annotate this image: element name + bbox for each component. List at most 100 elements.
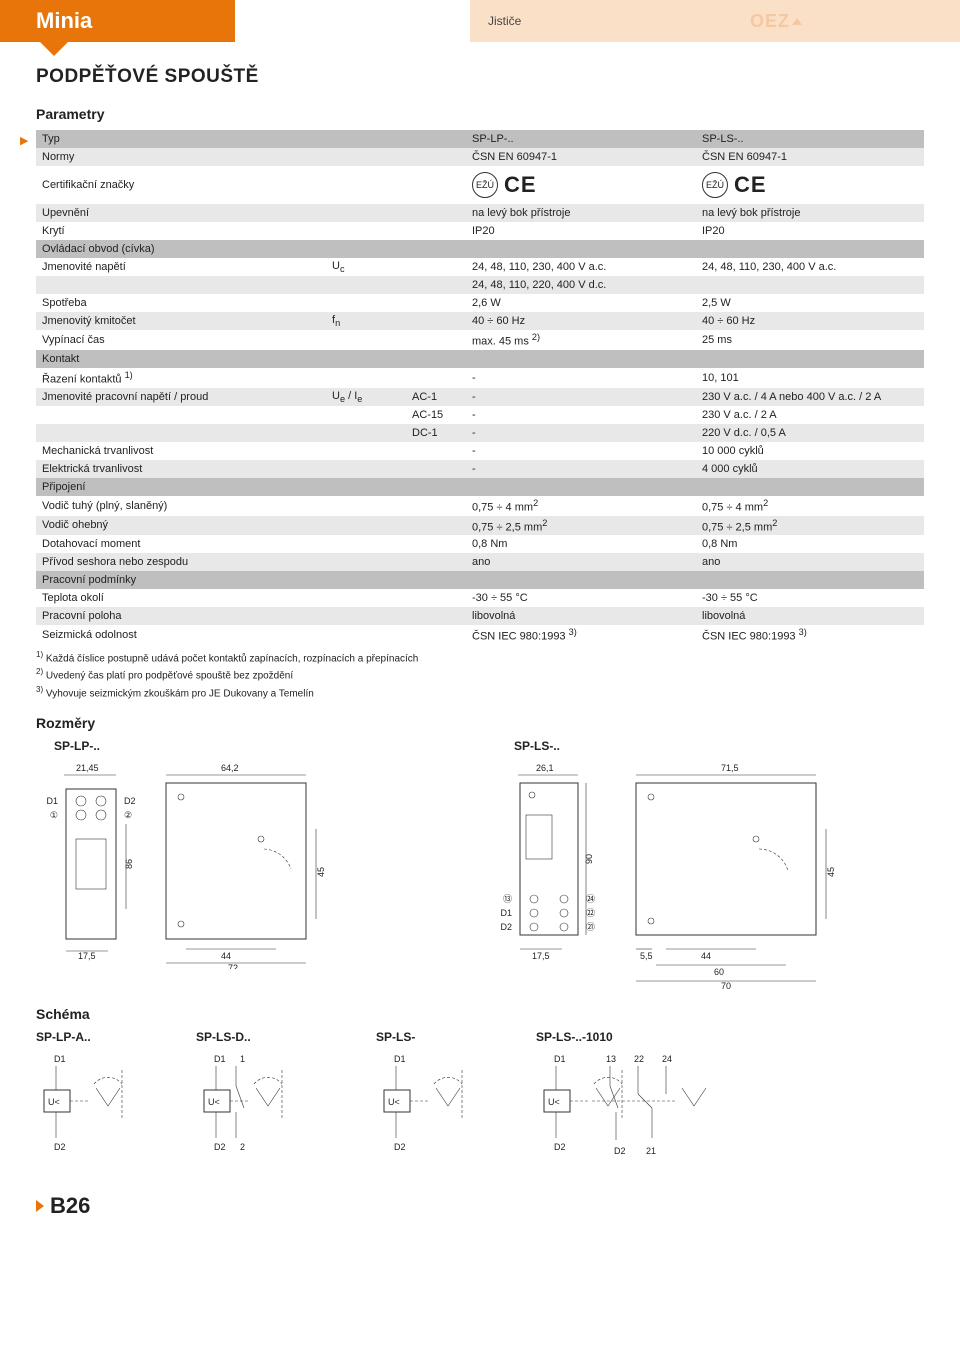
table-cell (326, 166, 406, 204)
table-cell (406, 516, 466, 536)
term-text: ⑬ (503, 894, 512, 904)
table-cell (406, 571, 466, 589)
term-text: D2 (500, 922, 512, 932)
table-cell: AC-15 (406, 406, 466, 424)
table-cell: 0,75 ÷ 2,5 mm2 (466, 516, 696, 536)
svg-text:1: 1 (240, 1054, 245, 1064)
table-cell: SP-LS-.. (696, 130, 924, 148)
table-cell: 24, 48, 110, 220, 400 V d.c. (466, 276, 696, 294)
table-cell: Spotřeba (36, 294, 326, 312)
svg-text:U<: U< (388, 1097, 400, 1107)
table-row: Pracovní podmínky (36, 571, 924, 589)
dim-text: 17,5 (78, 951, 96, 961)
table-cell: - (466, 460, 696, 478)
dim-text: 5,5 (640, 951, 653, 961)
table-cell (36, 276, 326, 294)
table-cell: ČSN EN 60947-1 (696, 148, 924, 166)
table-cell: 4 000 cyklů (696, 460, 924, 478)
table-cell: - (466, 442, 696, 460)
svg-text:13: 13 (606, 1054, 616, 1064)
svg-text:24: 24 (662, 1054, 672, 1064)
svg-text:U<: U< (548, 1097, 560, 1107)
cert-marks: EŽÚCE (472, 172, 537, 198)
table-cell: 0,8 Nm (466, 535, 696, 553)
table-cell: na levý bok přístroje (696, 204, 924, 222)
table-cell (326, 607, 406, 625)
parameters-table: TypSP-LP-..SP-LS-..NormyČSN EN 60947-1ČS… (36, 130, 924, 645)
table-cell (696, 240, 924, 258)
dim-spls-label: SP-LS-.. (514, 739, 856, 753)
table-row: Spotřeba2,6 W2,5 W (36, 294, 924, 312)
svg-text:D2: D2 (394, 1142, 406, 1152)
table-cell: 0,75 ÷ 2,5 mm2 (696, 516, 924, 536)
dim-spls: SP-LS-.. 26,1 90 ⑬ ㉔ D1 ㉒ D2 ㉑ 17,5 (496, 739, 856, 992)
table-cell (406, 240, 466, 258)
term-text: ㉑ (586, 922, 595, 932)
table-cell (326, 130, 406, 148)
table-cell: - (466, 368, 696, 388)
table-cell: Normy (36, 148, 326, 166)
table-row: Řazení kontaktů 1)-10, 101 (36, 368, 924, 388)
header-category: Minia (0, 0, 235, 42)
term-text: ① (50, 810, 58, 820)
table-row: DC-1-220 V d.c. / 0,5 A (36, 424, 924, 442)
cert-marks: EŽÚCE (702, 172, 767, 198)
table-cell (406, 350, 466, 368)
header-spacer (235, 0, 470, 42)
table-row: Jmenovité napětíUc24, 48, 110, 230, 400 … (36, 258, 924, 276)
table-cell: DC-1 (406, 424, 466, 442)
table-cell: 230 V a.c. / 2 A (696, 406, 924, 424)
table-cell (406, 442, 466, 460)
table-cell (466, 350, 696, 368)
dim-text: 26,1 (536, 763, 554, 773)
dim-text: 44 (701, 951, 711, 961)
footnote: 1) Každá číslice postupně udává počet ko… (36, 649, 924, 666)
table-cell: - (466, 424, 696, 442)
table-cell: fn (326, 312, 406, 330)
table-cell (326, 516, 406, 536)
table-cell: libovolná (696, 607, 924, 625)
table-cell (36, 424, 326, 442)
table-cell: -30 ÷ 55 °C (466, 589, 696, 607)
header-bar: Minia Jističe OEZ (0, 0, 960, 42)
table-cell (696, 276, 924, 294)
table-row: Připojení (36, 478, 924, 496)
table-cell: ČSN IEC 980:1993 3) (696, 625, 924, 645)
table-cell (326, 625, 406, 645)
table-cell: Připojení (36, 478, 326, 496)
table-cell (406, 204, 466, 222)
svg-text:D1: D1 (554, 1054, 566, 1064)
svg-text:21: 21 (646, 1146, 656, 1156)
table-cell (326, 571, 406, 589)
table-cell (406, 312, 466, 330)
page-triangle-icon (36, 1200, 44, 1212)
table-cell: Uc (326, 258, 406, 276)
table-cell (406, 294, 466, 312)
table-cell (326, 553, 406, 571)
schema-item: SP-LS-D1U<D2 (376, 1030, 496, 1163)
brand-triangle-icon (792, 18, 802, 25)
esc-mark-icon: EŽÚ (702, 172, 728, 198)
schema-item: SP-LS-..-1010D1U<D2132224D221 (536, 1030, 716, 1163)
table-cell: AC-1 (406, 388, 466, 406)
svg-text:D2: D2 (54, 1142, 66, 1152)
table-cell: Ue / Ie (326, 388, 406, 406)
table-cell: - (466, 406, 696, 424)
footnotes: 1) Každá číslice postupně udává počet ko… (36, 649, 924, 701)
table-cell: SP-LP-.. (466, 130, 696, 148)
table-cell: Jmenovité pracovní napětí / proud (36, 388, 326, 406)
table-row: Jmenovitý kmitočetfn40 ÷ 60 Hz40 ÷ 60 Hz (36, 312, 924, 330)
schema-item: SP-LP-A..D1U<D2 (36, 1030, 156, 1163)
orange-pointer-icon (40, 42, 68, 56)
table-cell: Jmenovité napětí (36, 258, 326, 276)
table-cell (406, 222, 466, 240)
table-cell: IP20 (696, 222, 924, 240)
side-marker-icon: ▶ (20, 134, 28, 147)
svg-text:D1: D1 (394, 1054, 406, 1064)
header-subcategory: Jističe (488, 14, 521, 28)
table-row: Teplota okolí-30 ÷ 55 °C-30 ÷ 55 °C (36, 589, 924, 607)
table-cell: Pracovní poloha (36, 607, 326, 625)
svg-text:D2: D2 (614, 1146, 626, 1156)
dim-text: 45 (826, 867, 836, 877)
table-cell (406, 478, 466, 496)
